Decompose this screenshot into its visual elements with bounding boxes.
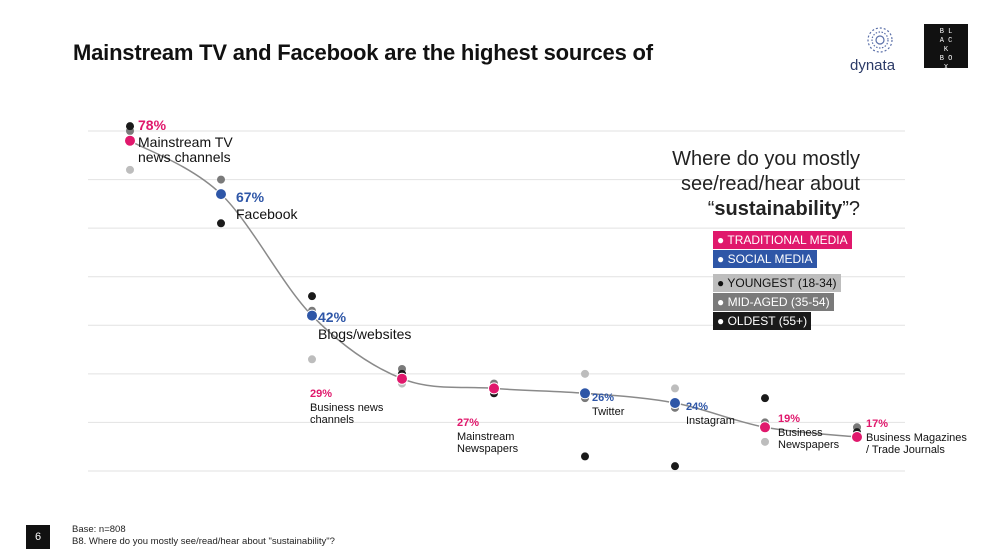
total-point [579,387,591,400]
question-line-1: Where do you mostly [672,148,860,170]
legend-traditional-media: ● TRADITIONAL MEDIA [713,231,852,249]
category-label-line: Newspapers [778,439,840,451]
category-label: Business Newspapers [778,427,840,451]
category-label-line: news channels [138,149,231,165]
category-label-line: Business news [310,402,384,414]
question-note: B8. Where do you mostly see/read/hear ab… [72,536,335,547]
data-label: 26% [592,392,614,404]
dynata-logo: dynata [848,24,908,74]
category-label-line: Facebook [236,206,298,222]
oldest-point [671,462,679,471]
chart-question: Where do you mostly see/read/hear about … [672,147,860,222]
total-point [759,421,771,434]
category-label: Mainstream Newspapers [457,431,519,455]
dynata-wordmark: dynata [850,57,896,74]
question-close-quote: ”? [842,198,860,220]
oldest-point [581,452,589,461]
total-point [306,309,318,322]
oldest-point [308,292,316,301]
youngest-point [308,355,316,364]
blackbox-logo-line: B L [939,28,953,36]
total-point [669,397,681,409]
total-point [396,372,408,385]
data-label: 42% [318,309,347,325]
youngest-point [126,165,134,174]
category-label-line: / Trade Journals [866,444,945,456]
oldest-point [217,219,225,228]
data-label: 19% [778,413,800,425]
category-label: Mainstream TV news channels [138,134,233,165]
data-label: 78% [138,117,167,133]
category-label: Facebook [236,206,298,222]
category-label: Instagram [686,415,735,427]
category-label-line: Mainstream TV [138,134,233,150]
total-point [215,188,227,201]
oldest-point [126,122,134,131]
category-label: Blogs/websites [318,326,411,342]
blackbox-logo: B L A C K B O X [924,24,968,72]
question-keyword: sustainability [714,198,843,220]
category-label-line: Blogs/websites [318,326,411,342]
blackbox-logo-line: B O [939,55,953,63]
oldest-point [761,394,769,403]
data-label: 29% [310,388,332,400]
footer-notes: Base: n=808 B8. Where do you mostly see/… [72,524,335,548]
total-point [124,134,136,147]
youngest-point [581,369,589,378]
mid-aged-point [217,175,225,184]
data-label: 24% [686,401,708,413]
youngest-point [761,437,769,446]
question-line-3: “sustainability”? [672,197,860,222]
legend-mid-aged: ● MID-AGED (35-54) [713,293,834,311]
category-label: Business news channels [310,402,384,426]
data-label: 27% [457,417,479,429]
category-label: Business Magazines / Trade Journals [866,432,967,456]
base-note: Base: n=808 [72,524,126,535]
legend-social-media: ● SOCIAL MEDIA [713,250,817,268]
dynata-swirl-icon [867,27,893,53]
legend-oldest: ● OLDEST (55+) [713,312,812,330]
blackbox-logo-line: A C [939,37,953,45]
category-label-line: Instagram [686,415,735,427]
category-label-line: channels [310,414,355,426]
trend-line [129,140,858,438]
category-label: Twitter [592,406,625,418]
data-label: 17% [866,418,888,430]
page-number: 6 [26,525,50,549]
category-label-line: Mainstream [457,431,514,443]
blackbox-logo-line: X [943,64,949,72]
category-label-line: Business Magazines [866,432,967,444]
blackbox-logo-line: K [943,46,949,54]
total-point [488,382,500,395]
category-label-line: Newspapers [457,443,519,455]
category-label-line: Twitter [592,406,625,418]
total-point [851,431,863,443]
question-open-quote: “ [707,198,715,220]
data-label: 67% [236,189,265,205]
slide-title: Mainstream TV and Facebook are the highe… [73,40,653,65]
category-label-line: Business [778,427,823,439]
question-line-2: see/read/hear about [680,173,860,195]
youngest-point [671,384,679,393]
legend-youngest: ● YOUNGEST (18-34) [713,274,841,292]
